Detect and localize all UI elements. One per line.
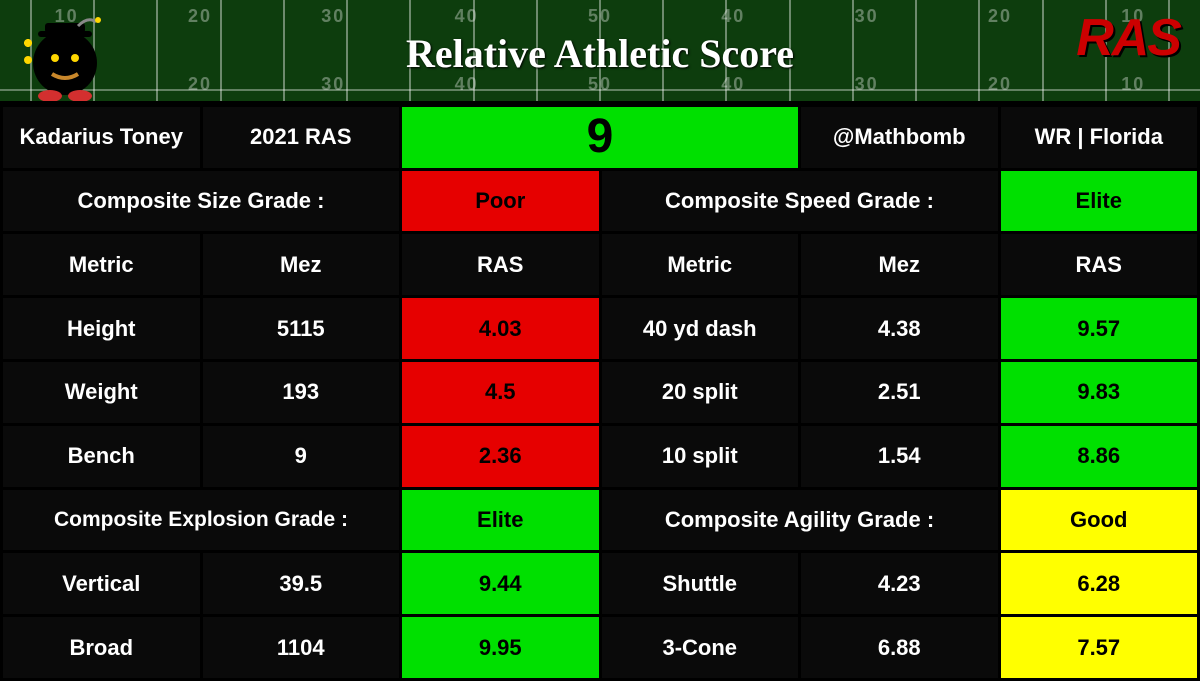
player-name: Kadarius Toney (3, 107, 200, 168)
size-mez-1: 193 (203, 362, 400, 423)
speed-mez-1: 2.51 (801, 362, 998, 423)
ras-year: 2021 RAS (203, 107, 400, 168)
col-metric-left: Metric (3, 234, 200, 295)
ras-card: 102030405040302010 102030405040302010 (0, 0, 1200, 681)
speed-metric-0: 40 yd dash (602, 298, 799, 359)
speed-ras-1: 9.83 (1001, 362, 1198, 423)
size-metric-0: Height (3, 298, 200, 359)
agility-ras-0: 6.28 (1001, 553, 1198, 614)
size-metric-2: Bench (3, 426, 200, 487)
composite-speed-label: Composite Speed Grade : (602, 171, 998, 232)
explosion-metric-0: Vertical (3, 553, 200, 614)
size-ras-2: 2.36 (402, 426, 599, 487)
speed-metric-1: 20 split (602, 362, 799, 423)
composite-explosion-grade: Elite (402, 490, 599, 551)
explosion-ras-1: 9.95 (402, 617, 599, 678)
agility-metric-0: Shuttle (602, 553, 799, 614)
composite-agility-label: Composite Agility Grade : (602, 490, 998, 551)
composite-size-label: Composite Size Grade : (3, 171, 399, 232)
explosion-mez-0: 39.5 (203, 553, 400, 614)
data-grid: Kadarius Toney 2021 RAS 9 @Mathbomb WR |… (0, 104, 1200, 681)
explosion-metric-1: Broad (3, 617, 200, 678)
speed-metric-2: 10 split (602, 426, 799, 487)
position-school: WR | Florida (1001, 107, 1198, 168)
agility-mez-1: 6.88 (801, 617, 998, 678)
composite-size-grade: Poor (402, 171, 599, 232)
author-handle: @Mathbomb (801, 107, 998, 168)
col-ras-left: RAS (402, 234, 599, 295)
composite-explosion-label: Composite Explosion Grade : (3, 490, 399, 551)
size-mez-2: 9 (203, 426, 400, 487)
size-mez-0: 5115 (203, 298, 400, 359)
size-ras-0: 4.03 (402, 298, 599, 359)
yard-numbers-top: 102030405040302010 (0, 6, 1200, 27)
col-ras-right: RAS (1001, 234, 1198, 295)
agility-metric-1: 3-Cone (602, 617, 799, 678)
speed-ras-2: 8.86 (1001, 426, 1198, 487)
col-mez-left: Mez (203, 234, 400, 295)
size-ras-1: 4.5 (402, 362, 599, 423)
overall-score: 9 (402, 107, 798, 168)
col-mez-right: Mez (801, 234, 998, 295)
agility-ras-1: 7.57 (1001, 617, 1198, 678)
speed-mez-2: 1.54 (801, 426, 998, 487)
composite-agility-grade: Good (1001, 490, 1198, 551)
col-metric-right: Metric (602, 234, 799, 295)
explosion-mez-1: 1104 (203, 617, 400, 678)
speed-ras-0: 9.57 (1001, 298, 1198, 359)
page-title: Relative Athletic Score (0, 30, 1200, 77)
header: 102030405040302010 102030405040302010 (0, 0, 1200, 104)
composite-speed-grade: Elite (1001, 171, 1198, 232)
size-metric-1: Weight (3, 362, 200, 423)
speed-mez-0: 4.38 (801, 298, 998, 359)
agility-mez-0: 4.23 (801, 553, 998, 614)
explosion-ras-0: 9.44 (402, 553, 599, 614)
